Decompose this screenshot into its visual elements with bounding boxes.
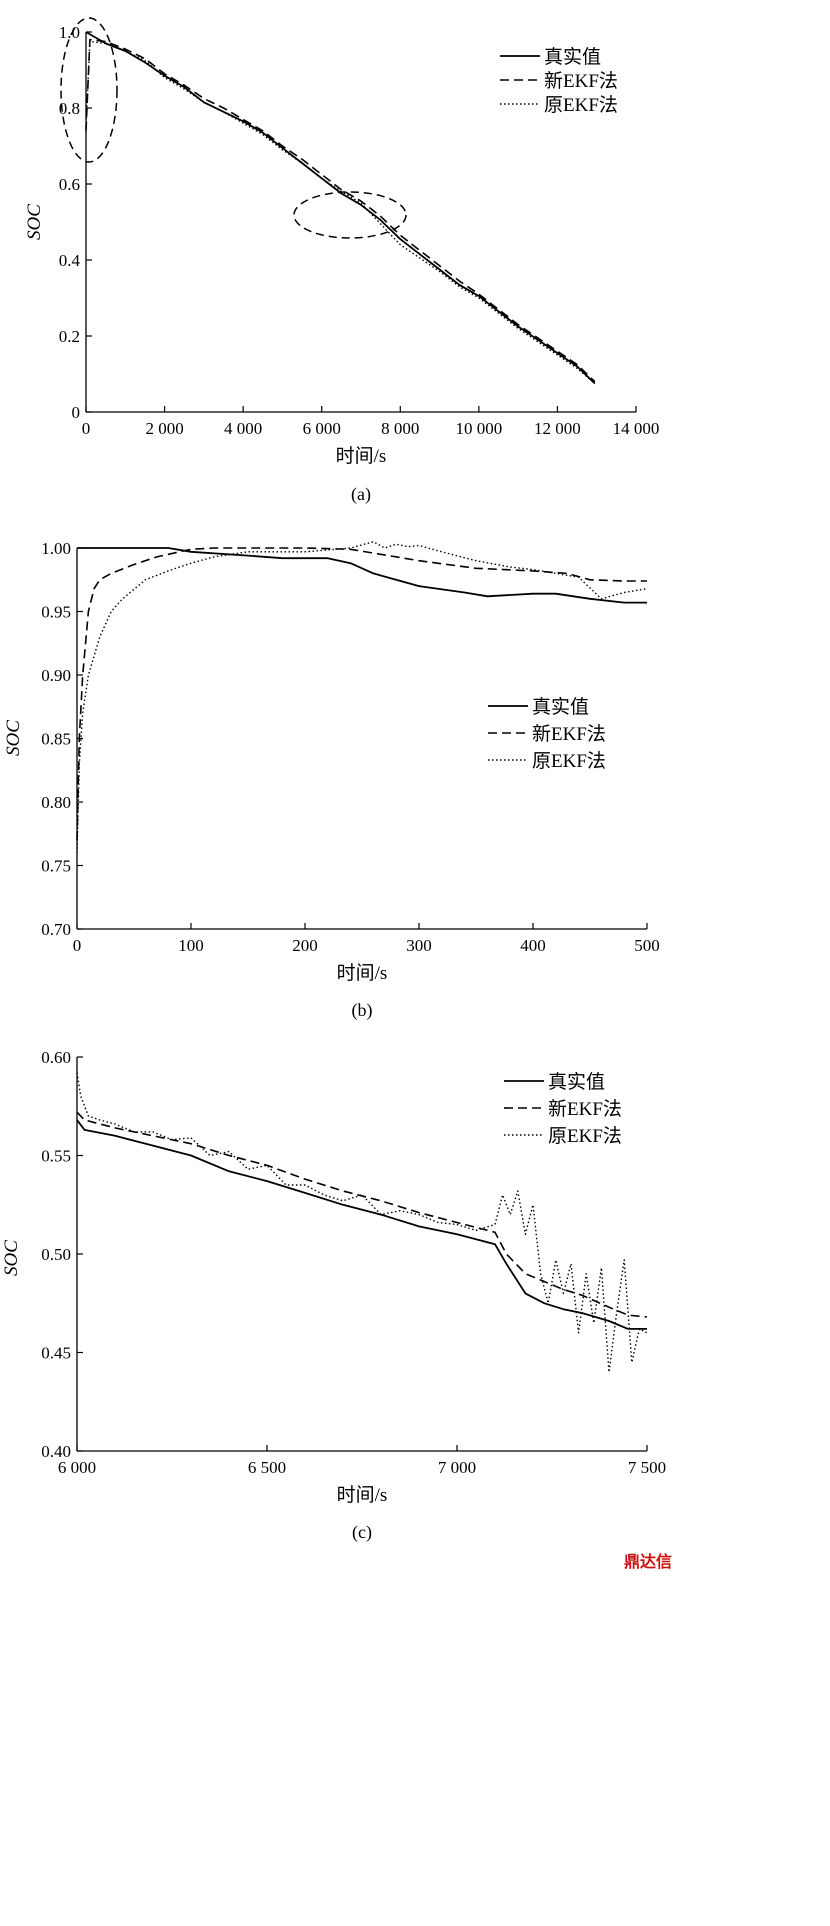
legend-entry: 原EKF法	[532, 750, 606, 772]
x-tick-label: 0	[82, 419, 91, 438]
y-tick-label: 0.90	[41, 666, 71, 685]
series-line-dotted	[76, 541, 648, 853]
x-tick-label: 0	[73, 936, 82, 955]
legend-entry: 新EKF法	[544, 70, 618, 92]
y-tick-label: 0.85	[41, 730, 71, 749]
x-tick-label: 4 000	[224, 419, 262, 438]
y-tick-label: 0.2	[59, 327, 80, 346]
x-tick-label: 400	[520, 936, 546, 955]
x-tick-label: 500	[634, 936, 660, 955]
y-tick-label: 0.8	[59, 99, 80, 118]
y-tick-label: 0.60	[41, 1048, 71, 1067]
series-line-solid	[85, 31, 596, 385]
legend-entry: 新EKF法	[548, 1098, 622, 1120]
series-line-dotted	[76, 1072, 648, 1373]
series-line-dashed	[85, 38, 596, 383]
highlight-ellipse	[60, 17, 118, 163]
x-tick-label: 6 000	[58, 1458, 96, 1477]
panel-label: (c)	[352, 1522, 372, 1543]
y-tick-label: 0.6	[59, 175, 80, 194]
y-tick-label: 0.40	[41, 1442, 71, 1461]
x-tick-label: 14 000	[613, 419, 660, 438]
series-line-dashed	[76, 547, 647, 841]
x-tick-label: 12 000	[534, 419, 581, 438]
legend-entry: 真实值	[544, 46, 601, 68]
panel-label: (a)	[351, 484, 371, 505]
x-axis-label: 时间/s	[337, 962, 388, 984]
y-tick-label: 0.95	[41, 603, 71, 622]
y-tick-label: 0.75	[41, 857, 71, 876]
watermark-logo: 鼎达信	[623, 1552, 672, 1571]
chart-panel-2: 0 100 200 300 400 500 0.70 0.75 0.80 0.85 0.90 0.95…	[3, 539, 660, 1021]
y-tick-label: 0.80	[41, 793, 71, 812]
y-tick-label: 0.45	[41, 1344, 71, 1363]
y-axis-label: SOC	[24, 204, 45, 240]
legend-entry: 原EKF法	[548, 1125, 622, 1147]
highlight-ellipse	[293, 191, 407, 239]
x-tick-label: 8 000	[381, 419, 419, 438]
chart-panel-3: 6 000 6 500 7 000 7 500 0.40 0.45 0.50 0.55 0.60…	[1, 1048, 666, 1543]
y-tick-label: 0.55	[41, 1147, 71, 1166]
x-tick-label: 6 000	[303, 419, 341, 438]
legend-entry: 真实值	[532, 696, 589, 718]
x-tick-label: 6 500	[248, 1458, 286, 1477]
y-tick-label: 0.4	[59, 251, 81, 270]
x-tick-label: 200	[292, 936, 318, 955]
series-line-dashed	[76, 1111, 648, 1318]
x-axis-label: 时间/s	[337, 1484, 388, 1506]
x-tick-label: 300	[406, 936, 432, 955]
x-tick-label: 2 000	[145, 419, 183, 438]
x-tick-label: 100	[178, 936, 204, 955]
legend-entry: 原EKF法	[544, 94, 618, 116]
chart-panel-1: 0 2 000 4 000 6 000 8 000 10 000 12 000 14 000 0…	[24, 17, 660, 505]
series-line-solid	[76, 1119, 647, 1330]
x-tick-label: 10 000	[455, 419, 502, 438]
series-line-dotted	[85, 40, 596, 385]
y-axis-label: SOC	[3, 720, 24, 756]
x-tick-label: 7 500	[628, 1458, 666, 1477]
y-tick-label: 0	[72, 403, 81, 422]
y-tick-label: 1.0	[59, 23, 80, 42]
figure-canvas: 0 2 000 4 000 6 000 8 000 10 000 12 000 14 000 0…	[1, 17, 666, 1543]
series-line-solid	[77, 547, 647, 604]
y-axis-label: SOC	[1, 1240, 22, 1276]
legend-entry: 新EKF法	[532, 723, 606, 745]
x-axis-label: 时间/s	[336, 445, 387, 467]
y-tick-label: 0.50	[41, 1245, 71, 1264]
y-tick-label: 0.70	[41, 920, 71, 939]
y-tick-label: 1.00	[41, 539, 71, 558]
x-tick-label: 7 000	[438, 1458, 476, 1477]
legend-entry: 真实值	[548, 1071, 605, 1093]
panel-label: (b)	[352, 1000, 373, 1021]
